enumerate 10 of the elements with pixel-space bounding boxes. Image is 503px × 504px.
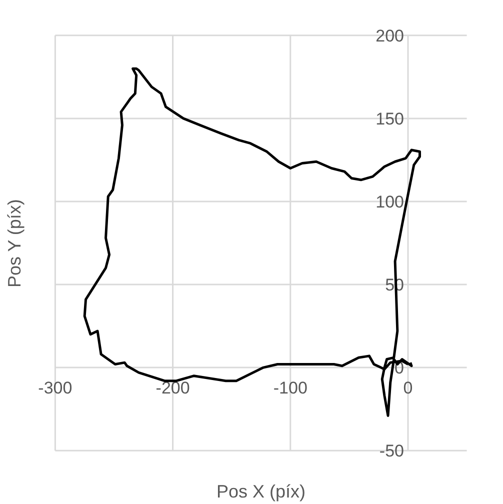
y-tick-label: -50 (379, 442, 404, 461)
x-tick-label: -300 (38, 378, 72, 398)
x-tick-label: -200 (156, 378, 190, 398)
y-tick-label: 100 (376, 192, 404, 212)
x-axis-title: Pos X (píx) (216, 482, 306, 502)
y-tick-label: 200 (376, 26, 404, 46)
line-series (83, 67, 422, 417)
y-axis-title: Pos Y (píx) (4, 199, 24, 288)
x-tick-label: -100 (273, 378, 308, 398)
y-tick-label: 150 (376, 109, 404, 128)
